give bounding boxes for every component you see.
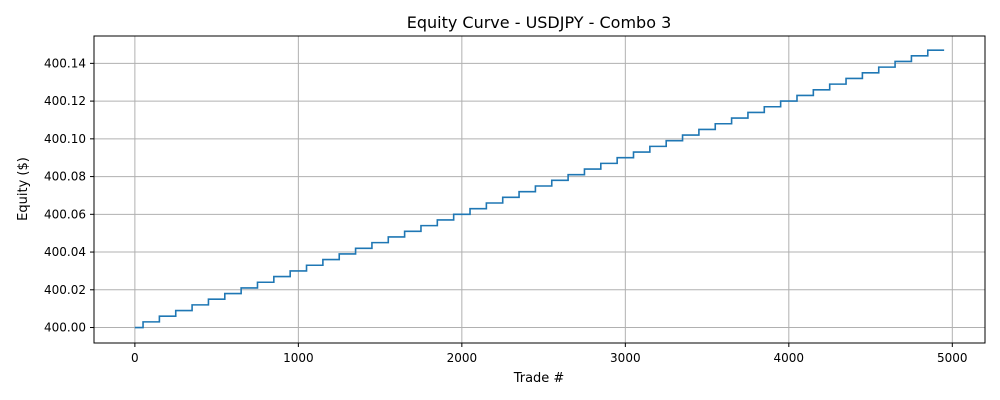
- y-axis-ticks: 400.00 400.02 400.04 400.06 400.08 400.10 400.…: [44, 56, 94, 335]
- equity-series-line: [134, 49, 945, 329]
- x-tick-label: 5000: [937, 351, 968, 365]
- y-tick-label: 400.06: [44, 207, 86, 221]
- x-axis-ticks: 0 1000 2000 3000 4000 5000: [131, 343, 968, 365]
- x-axis-label: Trade #: [513, 371, 565, 386]
- y-tick-label: 400.10: [44, 132, 86, 146]
- x-tick-label: 2000: [447, 351, 478, 365]
- y-tick-label: 400.14: [44, 56, 86, 70]
- y-tick-label: 400.02: [44, 283, 86, 297]
- x-tick-label: 3000: [610, 351, 641, 365]
- y-tick-label: 400.08: [44, 170, 86, 184]
- y-tick-label: 400.04: [44, 245, 86, 259]
- x-tick-label: 0: [131, 351, 139, 365]
- x-tick-label: 4000: [774, 351, 805, 365]
- chart-title: Equity Curve - USDJPY - Combo 3: [407, 13, 672, 32]
- grid-lines: [94, 36, 985, 343]
- plot-frame: [93, 35, 986, 344]
- y-tick-label: 400.12: [44, 94, 86, 108]
- x-tick-label: 1000: [283, 351, 314, 365]
- y-tick-label: 400.00: [44, 321, 86, 335]
- y-axis-label: Equity ($): [16, 157, 31, 221]
